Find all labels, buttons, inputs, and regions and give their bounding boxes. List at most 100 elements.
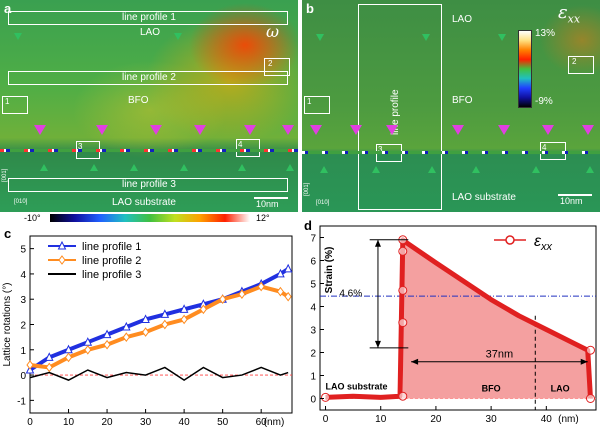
data-point — [179, 304, 189, 313]
misfit-arrow — [386, 125, 398, 135]
series-line-3 — [29, 366, 289, 382]
region-substrate-label: LAO substrate — [326, 381, 388, 391]
panel-b: b εxx line profile LAO 13% -9% 2 1 BFO 3… — [302, 0, 600, 212]
colorbar-max: 12° — [256, 213, 270, 223]
green-arrow — [372, 166, 380, 173]
misfit-arrow — [310, 125, 322, 135]
line-profile-box — [358, 4, 442, 210]
colorbar-max: 13% — [535, 28, 556, 39]
x-tick-label: 30 — [140, 417, 152, 428]
data-point — [199, 304, 208, 315]
axis-010-label: [010] — [316, 200, 330, 206]
x-tick-label: 40 — [541, 414, 553, 425]
green-arrow — [238, 164, 246, 171]
x-tick-label: 20 — [101, 417, 113, 428]
y-tick-label: 2 — [20, 321, 26, 332]
x-tick-label: 60 — [256, 417, 268, 428]
misfit-arrow — [582, 125, 594, 135]
legend-marker — [58, 255, 66, 265]
colorbar — [50, 214, 250, 222]
region-box-1 — [304, 96, 330, 114]
panel-letter: b — [306, 1, 314, 16]
arrow-head — [374, 239, 381, 247]
data-point — [161, 319, 169, 330]
y-tick-label: 1 — [310, 372, 316, 383]
region-box-2 — [264, 58, 290, 76]
omega-symbol: ω — [266, 22, 280, 41]
legend-label: line profile 1 — [82, 241, 141, 253]
strain-map — [302, 0, 600, 212]
misfit-arrow — [498, 125, 510, 135]
x-tick-label: 10 — [63, 417, 75, 428]
axis-010-label: [010] — [14, 199, 28, 205]
data-point — [283, 263, 293, 273]
rotation-map — [0, 0, 298, 212]
data-point — [257, 281, 265, 292]
y-tick-label: 4 — [310, 303, 316, 314]
y-tick-label: 0 — [20, 371, 26, 382]
lao-label: LAO — [452, 14, 473, 25]
data-point — [398, 246, 408, 256]
y-tick-label: 2 — [310, 349, 316, 360]
substrate-label: LAO substrate — [112, 197, 176, 208]
region-box-4 — [236, 139, 260, 157]
green-arrow — [586, 166, 594, 173]
length-label: 37nm — [486, 349, 514, 361]
misfit-arrow — [194, 125, 206, 135]
misfit-arrow — [542, 125, 554, 135]
green-arrow — [130, 164, 138, 171]
green-arrow — [316, 34, 324, 41]
colorbar — [518, 30, 532, 108]
region-box-3-label: 3 — [78, 142, 83, 151]
substrate-label: LAO substrate — [452, 192, 516, 203]
y-tick-label: 5 — [20, 245, 26, 256]
region-box-2-label: 2 — [268, 59, 273, 68]
strain-curve — [325, 237, 593, 400]
dislocation-line — [302, 151, 600, 154]
data-point — [141, 327, 150, 337]
green-arrow — [14, 33, 22, 40]
data-point — [84, 344, 92, 355]
region-box-4-label: 4 — [238, 140, 243, 149]
legend-label: line profile 3 — [82, 269, 141, 281]
data-point — [44, 352, 54, 361]
region-box-2-label: 2 — [572, 57, 577, 66]
y-tick-label: 0 — [310, 395, 316, 406]
region-box-1 — [2, 96, 28, 114]
data-point — [321, 392, 331, 402]
y-tick-label: 3 — [310, 326, 316, 337]
green-arrow — [180, 164, 188, 171]
data-point — [276, 286, 285, 297]
green-arrow — [428, 166, 436, 173]
y-tick-label: 5 — [310, 280, 316, 291]
region-box-4-label: 4 — [542, 143, 547, 152]
data-point — [122, 321, 131, 331]
data-point — [102, 329, 112, 339]
misfit-arrow — [282, 125, 294, 135]
data-point — [141, 314, 150, 323]
dislocation-line — [0, 149, 298, 152]
x-tick-label: 50 — [217, 417, 229, 428]
data-point — [26, 360, 34, 370]
region-box-1-label: 1 — [5, 97, 10, 106]
lao-label: LAO — [140, 27, 161, 38]
misfit-arrow — [350, 125, 362, 135]
green-arrow — [422, 34, 430, 41]
misfit-arrow — [244, 125, 256, 135]
x-tick-label: 0 — [27, 417, 33, 428]
x-tick-label: 0 — [323, 414, 329, 425]
line-profile-1-label: line profile 1 — [122, 12, 176, 23]
strain-diff-label: 4.6% — [339, 289, 362, 300]
misfit-arrow — [34, 125, 46, 135]
y-tick-label: 1 — [20, 346, 26, 357]
panel-letter-d: d — [304, 218, 312, 233]
y-tick-label: 7 — [310, 234, 316, 245]
region-box-3-label: 3 — [378, 145, 383, 154]
misfit-arrow — [150, 125, 162, 135]
bfo-label: BFO — [128, 95, 149, 106]
x-tick-label: 30 — [486, 414, 498, 425]
arrow-head — [411, 358, 419, 365]
legend-marker — [505, 235, 515, 245]
green-arrow — [90, 164, 98, 171]
panel-letter-c: c — [4, 226, 12, 241]
